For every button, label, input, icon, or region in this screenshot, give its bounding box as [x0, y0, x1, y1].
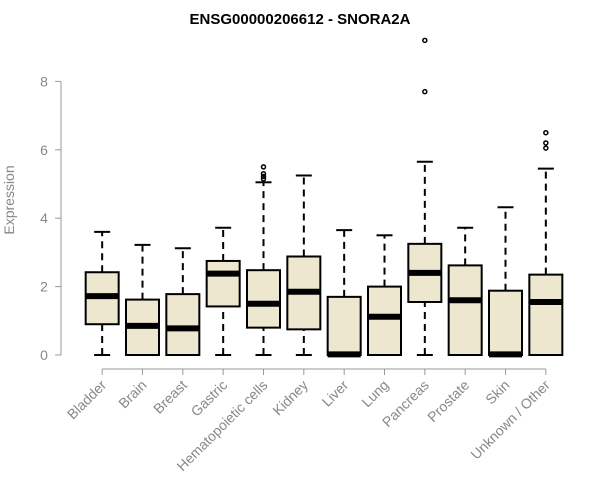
- iqr-box: [488, 289, 523, 357]
- box-liver: [326, 229, 362, 358]
- outlier-point: [422, 37, 428, 44]
- x-tick-label: Kidney: [269, 377, 311, 419]
- box-skin: [488, 206, 523, 358]
- outlier-point: [260, 164, 267, 170]
- outlier-point: [543, 140, 549, 146]
- box-series: [84, 37, 564, 358]
- y-axis-label: Expression: [1, 165, 17, 234]
- outlier-point: [260, 170, 267, 177]
- box-unknown-other: [528, 129, 564, 357]
- y-tick-label: 2: [40, 279, 48, 295]
- box-pancreas: [407, 37, 443, 356]
- x-tick-label: Prostate: [424, 377, 472, 425]
- iqr-box: [528, 273, 564, 357]
- y-tick-label: 6: [40, 142, 48, 158]
- box-brain: [125, 243, 160, 357]
- outlier-point: [543, 145, 549, 151]
- iqr-box: [246, 269, 281, 329]
- y-tick-label: 8: [40, 73, 48, 89]
- iqr-box: [447, 264, 483, 356]
- x-tick-label: Breast: [150, 377, 190, 417]
- box-lung: [367, 234, 402, 357]
- x-tick-label: Bladder: [64, 377, 110, 423]
- box-kidney: [286, 174, 322, 356]
- box-hematopoietic-cells: [246, 164, 281, 356]
- x-tick-label: Brain: [115, 377, 149, 411]
- x-tick-label: Skin: [482, 377, 513, 408]
- y-axis: 0 2 4 6 8: [40, 73, 62, 363]
- iqr-box: [205, 259, 241, 308]
- x-tick-label: Liver: [319, 377, 352, 410]
- box-gastric: [205, 226, 241, 356]
- box-prostate: [447, 226, 483, 356]
- iqr-box: [367, 285, 402, 357]
- iqr-box: [326, 295, 362, 356]
- y-tick-label: 0: [40, 347, 48, 363]
- box-breast: [165, 247, 201, 356]
- outlier-point: [543, 129, 549, 136]
- y-tick-label: 4: [40, 210, 48, 226]
- x-tick-label: Lung: [358, 377, 391, 410]
- iqr-box: [165, 293, 201, 356]
- outlier-point: [260, 176, 267, 182]
- outlier-point: [260, 173, 267, 180]
- box-bladder: [84, 230, 120, 356]
- outlier-point: [422, 88, 428, 95]
- chart-title: ENSG00000206612 - SNORA2A: [190, 11, 411, 28]
